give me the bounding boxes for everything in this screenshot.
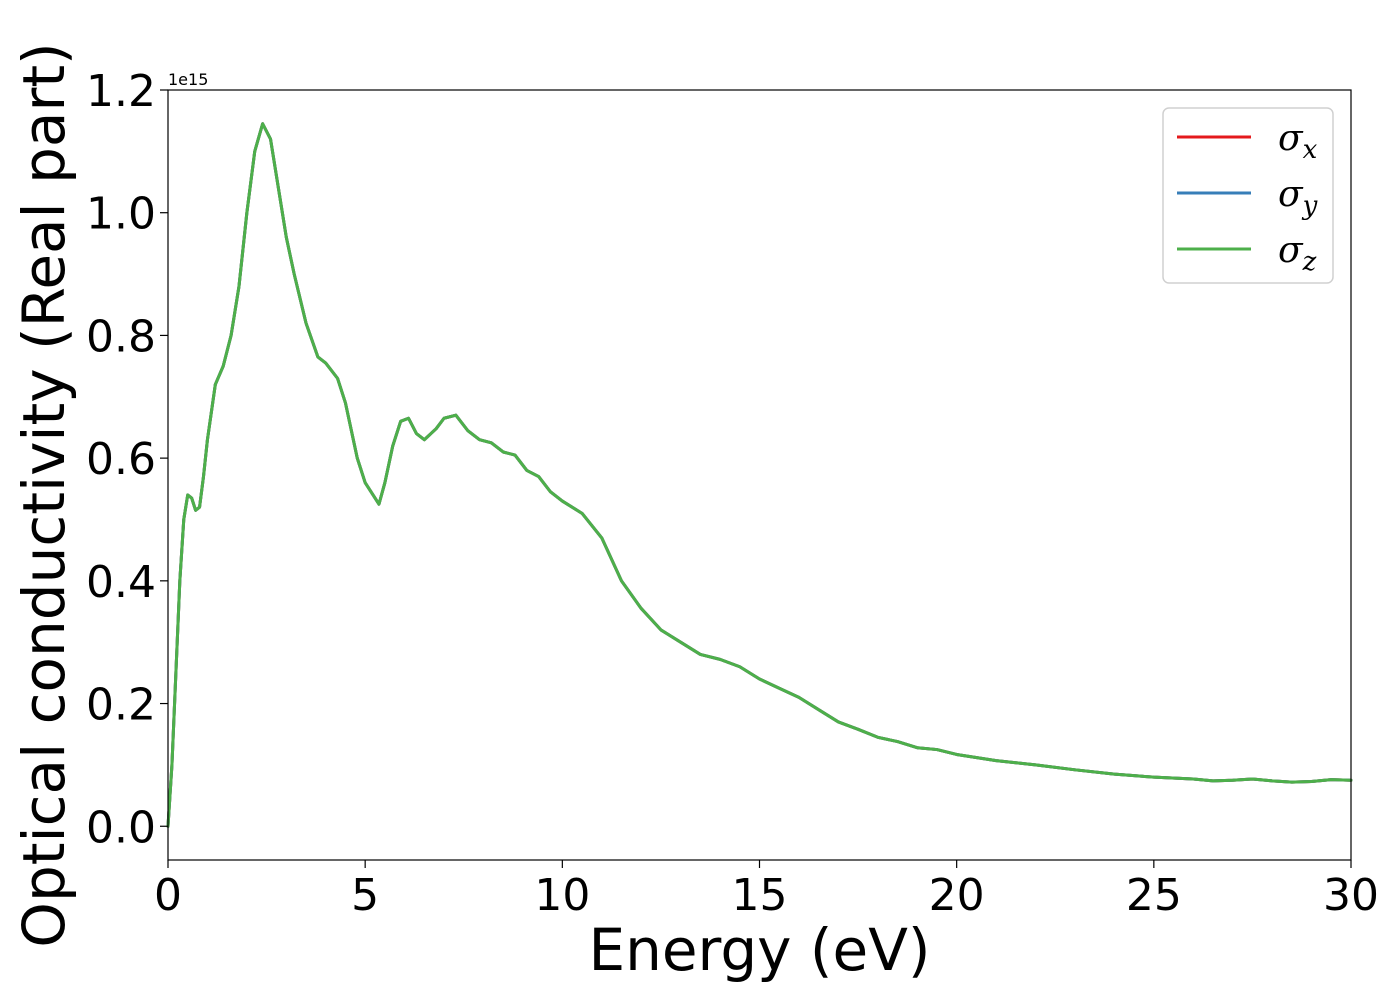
series-line-z [166, 122, 1353, 828]
y-tick-label: 0.0 [86, 802, 156, 853]
legend-label-y: σy [1278, 174, 1318, 221]
y-tick-label: 0.4 [86, 557, 156, 608]
legend-label-symbol: σ [1278, 230, 1304, 271]
x-tick-label: 30 [1323, 870, 1379, 921]
legend-box [1162, 107, 1334, 284]
y-offset-text: 1e15 [168, 70, 208, 89]
y-axis: 0.0 0.2 0.4 0.6 0.8 1.0 1.2 [86, 66, 168, 853]
x-tick-label: 0 [154, 870, 182, 921]
x-tick-label: 10 [534, 870, 590, 921]
x-tick-label: 20 [929, 870, 985, 921]
x-tick-label: 5 [351, 870, 379, 921]
x-tick-label: 15 [732, 870, 788, 921]
legend-label-symbol: σ [1278, 174, 1304, 215]
y-axis-label: Optical conductivity (Real part) [10, 42, 78, 947]
y-tick-label: 0.2 [86, 680, 156, 731]
legend-label-symbol: σ [1278, 118, 1304, 159]
y-tick-label: 0.6 [86, 434, 156, 485]
x-axis-label: Energy (eV) [588, 916, 930, 984]
legend-label-z: σz [1278, 230, 1317, 277]
x-axis: 0 5 10 15 20 25 30 [154, 860, 1379, 921]
legend-label-subscript: y [1302, 191, 1318, 221]
legend-label-subscript: z [1302, 247, 1317, 277]
legend-label-x: σx [1278, 118, 1318, 165]
y-tick-label: 1.2 [86, 66, 156, 117]
legend-label-subscript: x [1303, 135, 1318, 165]
y-tick-label: 0.8 [86, 311, 156, 362]
series-layer [166, 122, 1353, 828]
x-tick-label: 25 [1126, 870, 1182, 921]
y-tick-label: 1.0 [86, 189, 156, 240]
